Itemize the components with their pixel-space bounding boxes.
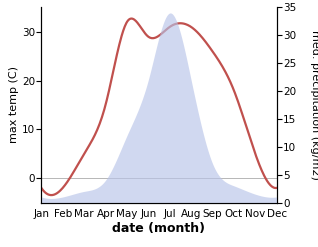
- X-axis label: date (month): date (month): [113, 222, 205, 235]
- Y-axis label: max temp (C): max temp (C): [9, 66, 19, 144]
- Y-axis label: med. precipitation (kg/m2): med. precipitation (kg/m2): [310, 30, 318, 180]
